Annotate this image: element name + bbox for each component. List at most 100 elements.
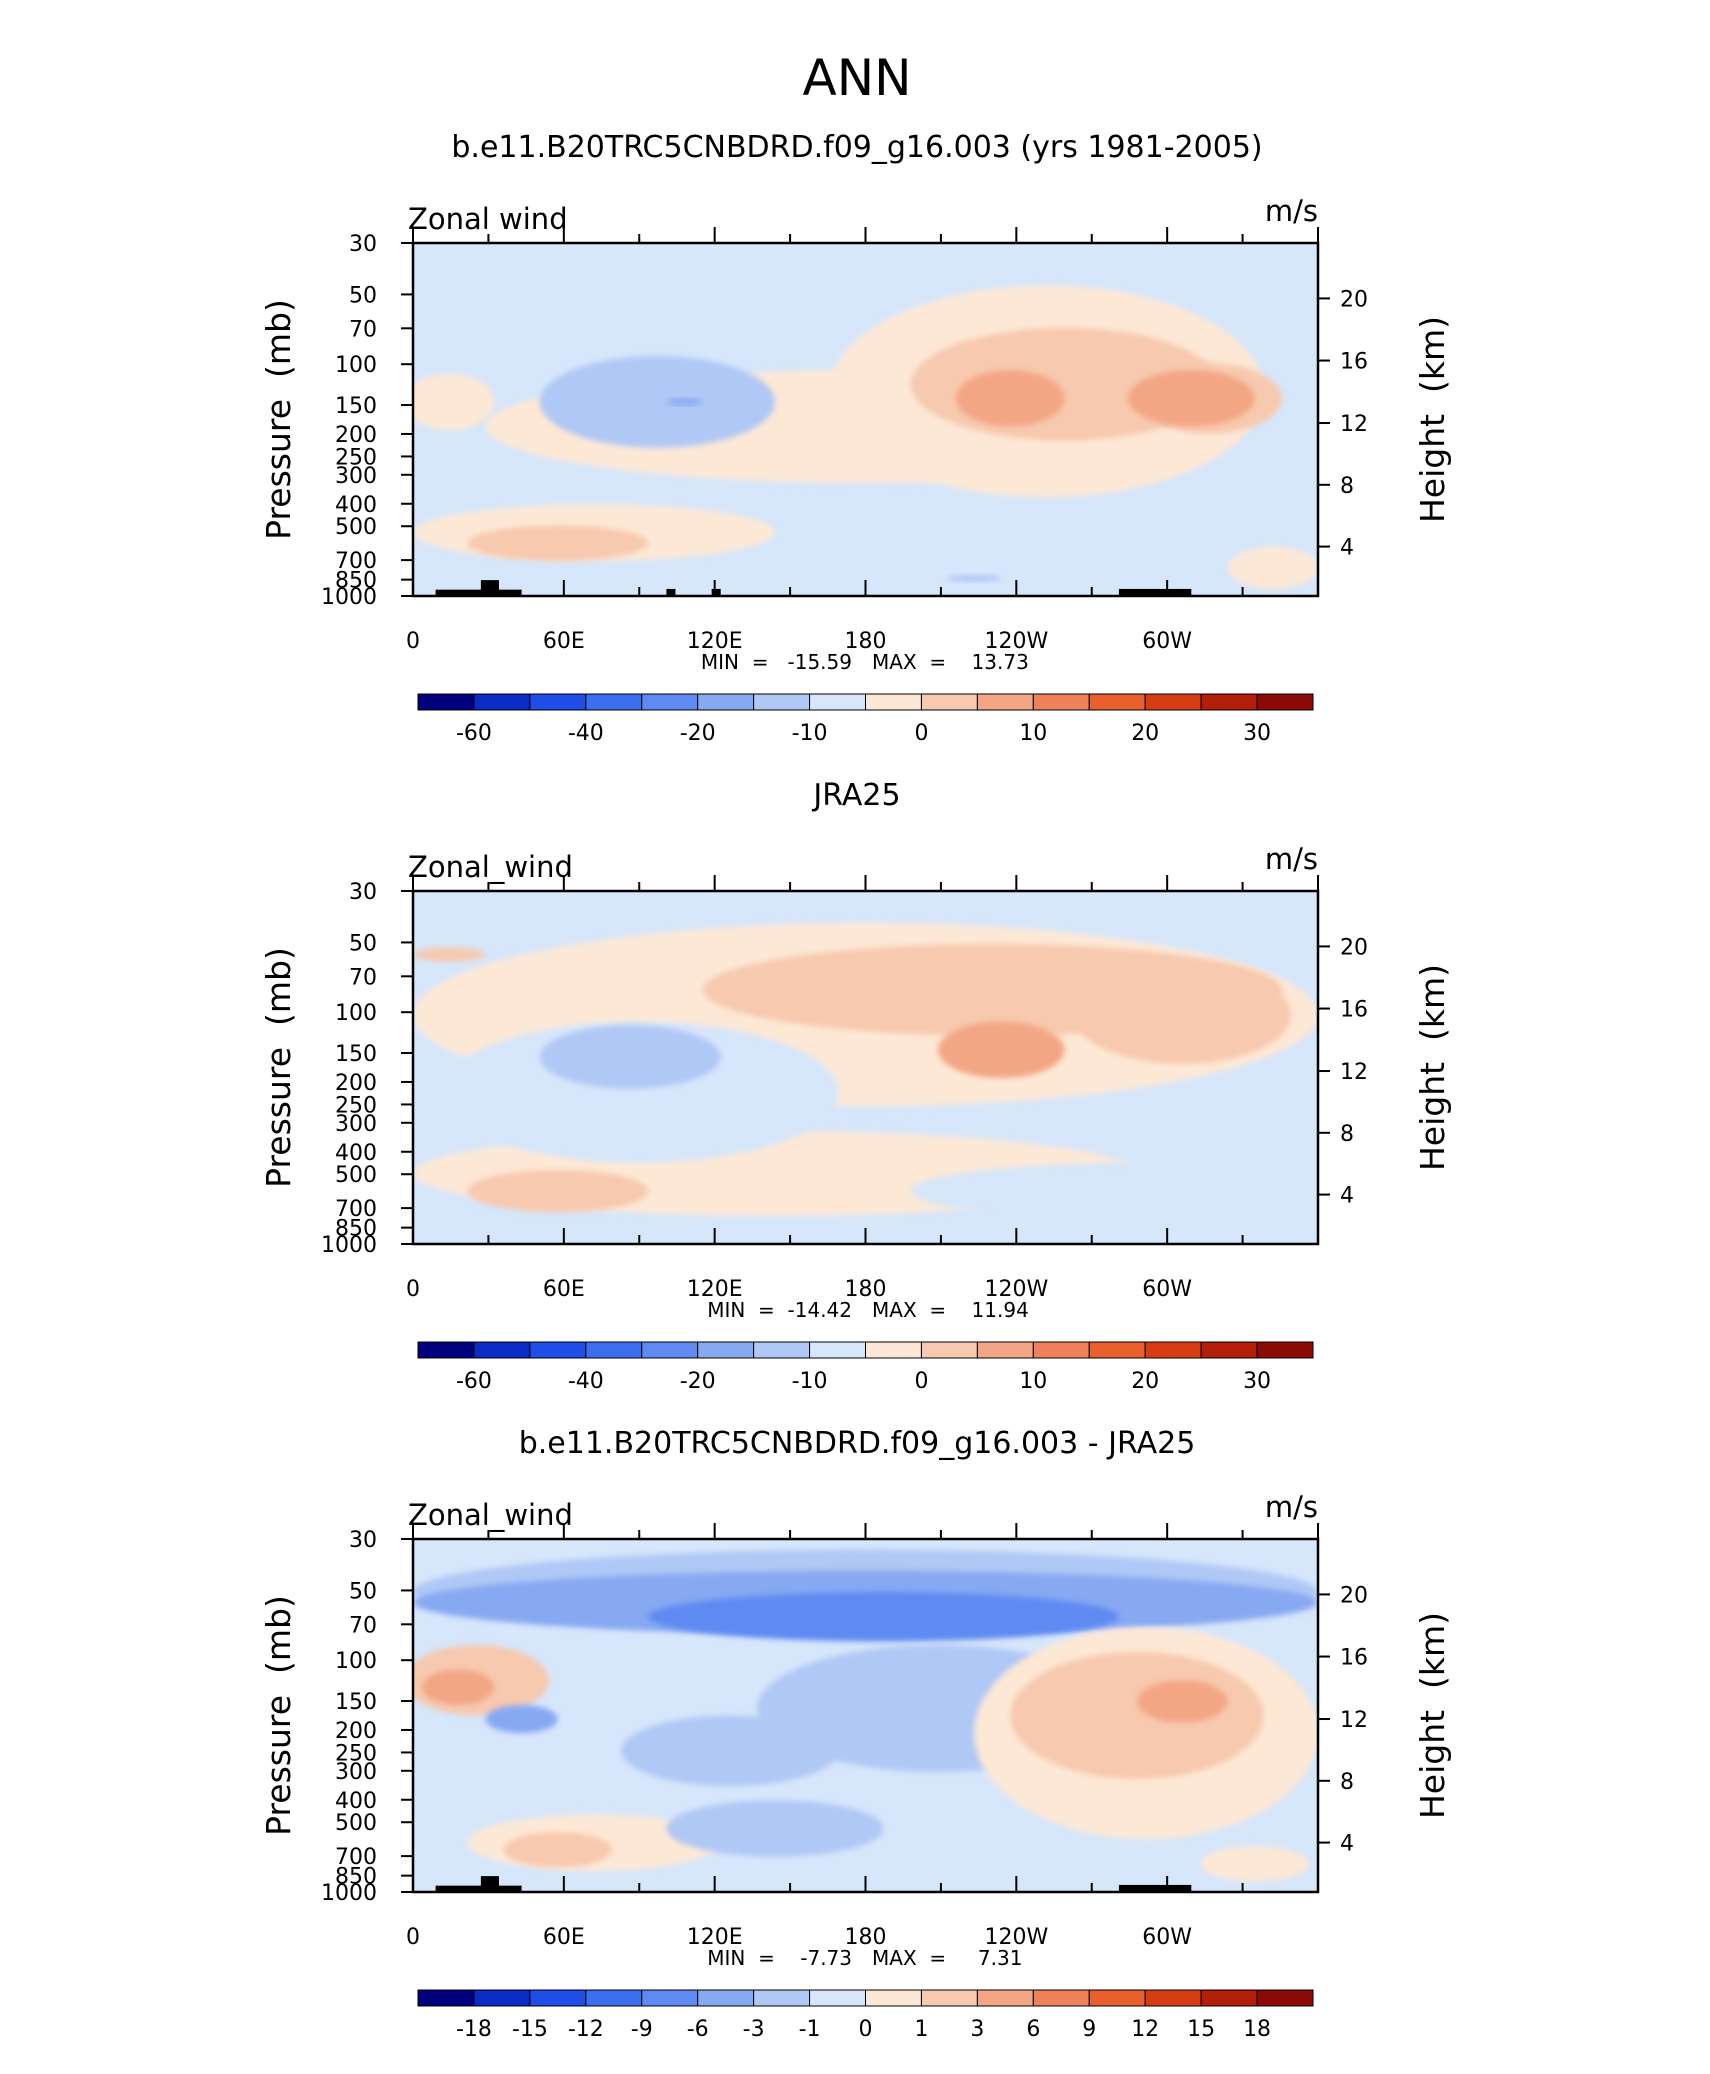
y-tick-label: 850 <box>335 1865 377 1890</box>
contour-region <box>485 1704 558 1734</box>
colorbar-swatch <box>417 693 475 711</box>
colorbar-label: -12 <box>568 2017 604 2042</box>
colorbar-swatch <box>1200 1341 1258 1359</box>
colorbar-label: 10 <box>1019 721 1047 746</box>
panel-3: b.e11.B20TRC5CNBDRD.f09_g16.003 - JRA25 Z… <box>259 1426 1452 2042</box>
max-label: MAX = 13.73 <box>872 650 1029 674</box>
colorbar-swatch <box>697 1341 755 1359</box>
colorbar-label: -10 <box>792 721 828 746</box>
colorbar-label: 15 <box>1187 2017 1215 2042</box>
y-tick-label: 50 <box>349 1579 377 1604</box>
colorbar-label: 20 <box>1131 1369 1159 1394</box>
y2-tick-label: 8 <box>1340 474 1354 499</box>
y2-tick-label: 12 <box>1340 1708 1368 1733</box>
colorbar-label: -60 <box>456 721 492 746</box>
y-tick-label: 50 <box>349 931 377 956</box>
y-tick-label: 150 <box>335 1042 377 1067</box>
y-tick-label: 150 <box>335 1690 377 1715</box>
x-tick-label: 60E <box>543 1925 585 1950</box>
contour-region <box>666 398 703 406</box>
colorbar: -18 -15 -12 -9 -6 -3 -1 0 1 3 6 9 12 15 18 <box>417 1989 1314 2042</box>
panel-1: b.e11.B20TRC5CNBDRD.f09_g16.003 (yrs 198… <box>259 130 1452 746</box>
colorbar-label: 20 <box>1131 721 1159 746</box>
y-axis-title: Pressure (mb) <box>259 299 298 540</box>
y-tick-label: 400 <box>335 1789 377 1814</box>
contour-region <box>413 947 486 962</box>
colorbar-swatch <box>1144 1341 1202 1359</box>
min-label: MIN = -7.73 <box>707 1946 852 1970</box>
contour-region <box>422 1669 495 1705</box>
x-tick-label: 180 <box>845 629 887 654</box>
y2-tick-label: 20 <box>1340 287 1368 312</box>
colorbar-swatch <box>473 1989 531 2007</box>
y-tick-label: 500 <box>335 515 377 540</box>
colorbar-swatch <box>809 1989 866 2007</box>
colorbar-swatch <box>697 1989 755 2007</box>
contour-region <box>467 1169 649 1213</box>
y-axis-title: Pressure (mb) <box>259 947 298 1188</box>
x-tick-label: 120E <box>687 1277 743 1302</box>
y2-tick-label: 12 <box>1340 412 1368 437</box>
contour-field <box>413 243 1318 596</box>
contour-region <box>910 1162 1318 1220</box>
y-tick-label: 500 <box>335 1163 377 1188</box>
colorbar-label: 0 <box>914 721 928 746</box>
colorbar-swatch <box>976 693 1034 711</box>
contour-region <box>1200 1846 1309 1882</box>
colorbar-swatch <box>976 1341 1034 1359</box>
contour-region <box>413 894 1318 916</box>
contour-region <box>539 355 775 448</box>
y2-tick-label: 20 <box>1340 935 1368 960</box>
y-tick-label: 100 <box>335 1649 377 1674</box>
colorbar-swatch <box>753 1989 811 2007</box>
variable-label: Zonal_wind <box>408 1498 573 1532</box>
x-tick-label: 60E <box>543 1277 585 1302</box>
colorbar-swatch <box>809 693 866 711</box>
terrain-block <box>435 1885 522 1892</box>
x-tick-label: 0 <box>406 629 420 654</box>
y-tick-label: 30 <box>349 232 377 257</box>
y2-axis-title: Height (km) <box>1413 1612 1452 1819</box>
colorbar-label: 0 <box>859 2017 873 2042</box>
colorbar: -60 -40 -20 -10 0 10 20 30 <box>417 693 1314 746</box>
y2-tick-label: 16 <box>1340 1646 1368 1671</box>
variable-label: Zonal wind <box>408 202 568 236</box>
colorbar-label: 18 <box>1243 2017 1271 2042</box>
y-tick-label: 400 <box>335 493 377 518</box>
colorbar-swatch <box>1088 1341 1146 1359</box>
contour-field <box>413 1539 1318 1892</box>
y-tick-label: 30 <box>349 880 377 905</box>
colorbar-label: -20 <box>680 721 716 746</box>
y-tick-label: 250 <box>335 445 377 470</box>
colorbar-swatch <box>697 693 755 711</box>
colorbar-swatch <box>1032 693 1090 711</box>
contour-field <box>413 891 1318 1244</box>
contour-region <box>666 1800 884 1857</box>
terrain-block <box>1118 1884 1192 1892</box>
terrain-block <box>711 588 721 596</box>
colorbar-label: -40 <box>568 1369 604 1394</box>
y-tick-label: 300 <box>335 464 377 489</box>
colorbar-swatch <box>865 1341 922 1359</box>
y-tick-label: 300 <box>335 1112 377 1137</box>
contour-region <box>621 1715 839 1787</box>
colorbar-label: 30 <box>1243 721 1271 746</box>
y-tick-label: 1000 <box>321 1881 377 1906</box>
y-tick-label: 700 <box>335 549 377 574</box>
colorbar-label: -1 <box>799 2017 821 2042</box>
x-tick-label: 180 <box>845 1925 887 1950</box>
y2-tick-label: 12 <box>1340 1060 1368 1085</box>
terrain-block <box>480 1876 499 1892</box>
colorbar-label: 6 <box>1026 2017 1040 2042</box>
colorbar-swatch <box>529 1341 587 1359</box>
x-tick-label: 180 <box>845 1277 887 1302</box>
colorbar-label: -15 <box>512 2017 548 2042</box>
x-tick-label: 60E <box>543 629 585 654</box>
units-label: m/s <box>1265 842 1318 876</box>
y-tick-label: 70 <box>349 1613 377 1638</box>
colorbar-label: 12 <box>1131 2017 1159 2042</box>
contour-region <box>946 574 1002 582</box>
colorbar-swatch <box>1032 1989 1090 2007</box>
colorbar-label: -40 <box>568 721 604 746</box>
